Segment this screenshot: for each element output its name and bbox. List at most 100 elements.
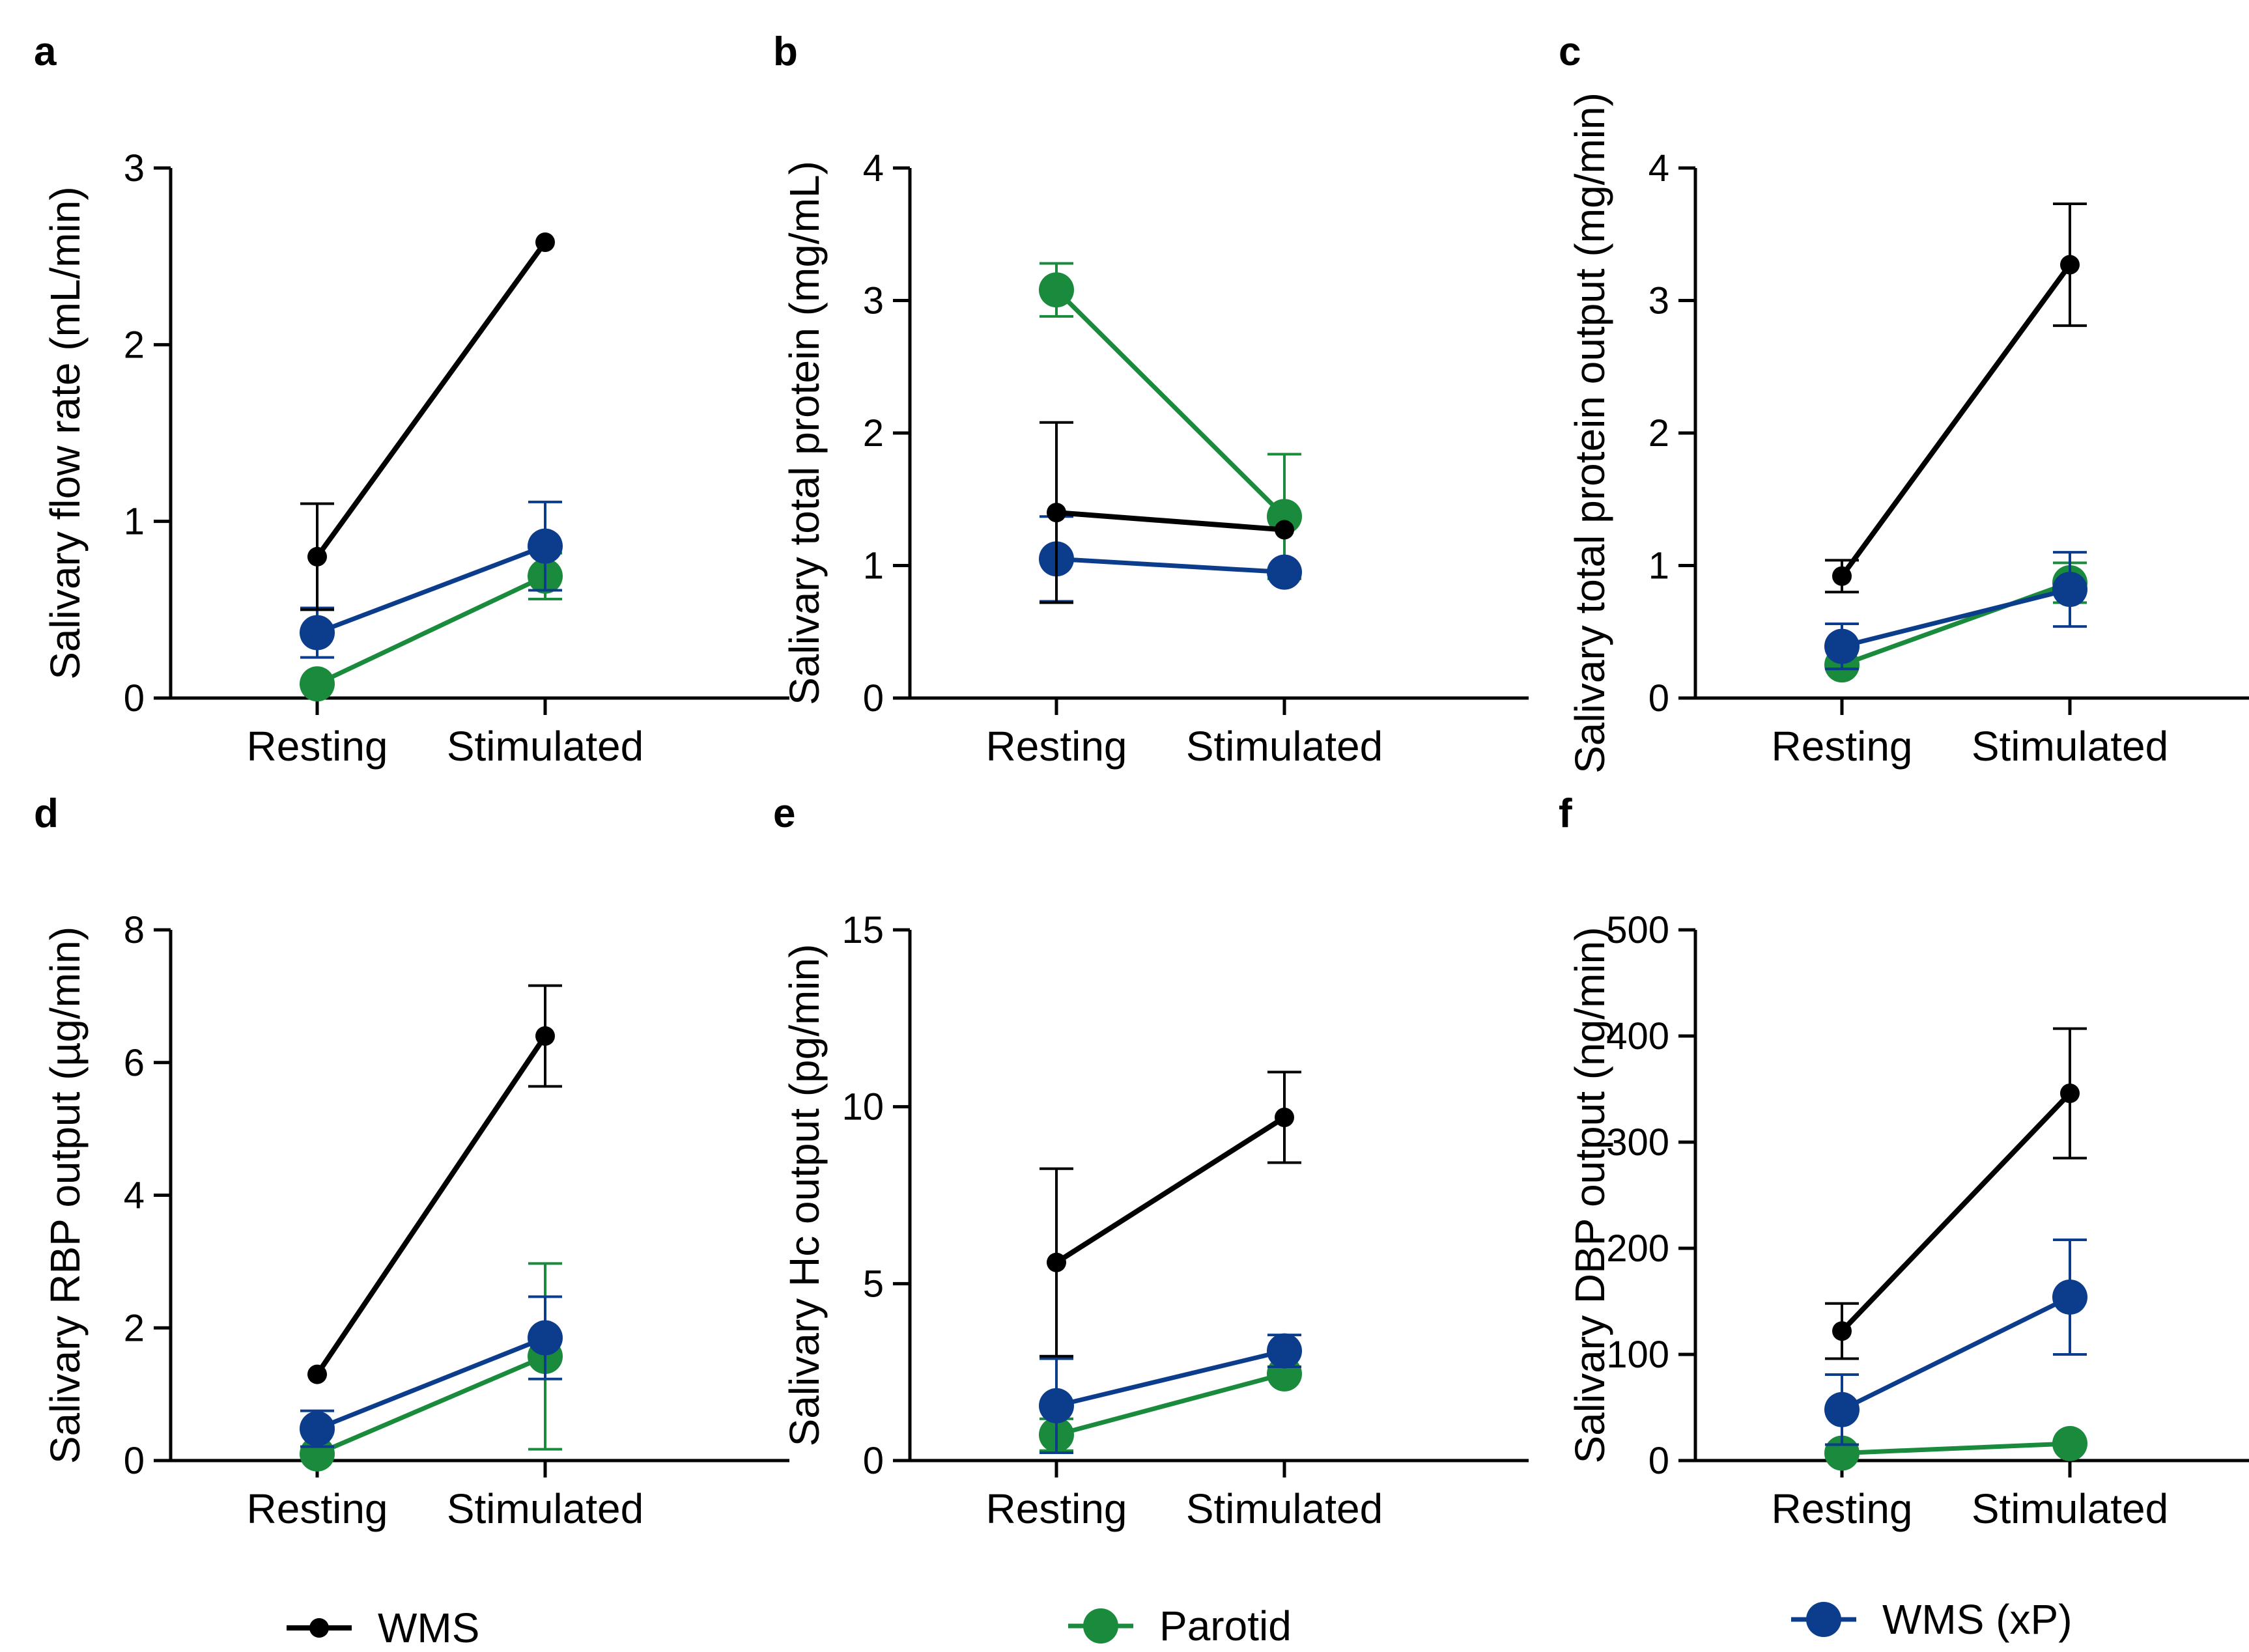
y-tick-label: 15 bbox=[842, 909, 884, 951]
y-tick-label: 0 bbox=[1648, 677, 1669, 720]
y-axis-title: Salivary Hc output (pg/min) bbox=[781, 944, 828, 1447]
series-parotid bbox=[1039, 262, 1302, 580]
data-point-resting bbox=[1832, 1321, 1852, 1341]
x-tick-label-stimulated: Stimulated bbox=[447, 1485, 644, 1532]
data-point-stimulated bbox=[1275, 1107, 1294, 1127]
series-parotid bbox=[300, 1262, 563, 1472]
series-wms bbox=[1825, 202, 2087, 594]
y-tick-label: 1 bbox=[1648, 545, 1669, 587]
y-tick-label: 4 bbox=[1648, 147, 1669, 189]
series-wms bbox=[1825, 1027, 2087, 1360]
data-point-stimulated bbox=[528, 1320, 563, 1356]
y-axis-title: Salivary total protein output (mg/min) bbox=[1566, 92, 1613, 774]
y-tick-label: 8 bbox=[124, 909, 145, 951]
panel-letter-a: a bbox=[34, 29, 57, 74]
data-point-resting bbox=[1047, 1252, 1066, 1272]
data-point-stimulated bbox=[528, 528, 563, 564]
data-point-stimulated bbox=[1267, 554, 1302, 590]
series-wms-xp bbox=[1039, 1333, 1302, 1455]
series-wms-xp bbox=[1824, 1238, 2087, 1446]
y-tick-label: 5 bbox=[863, 1263, 884, 1305]
y-axis-title: Salivary flow rate (mL/min) bbox=[42, 186, 89, 680]
data-point-stimulated bbox=[1267, 499, 1302, 535]
x-tick-label-stimulated: Stimulated bbox=[1186, 1485, 1383, 1532]
series-line bbox=[1840, 1091, 2072, 1333]
panel-letter-e: e bbox=[773, 791, 795, 836]
series-line bbox=[1839, 263, 2072, 578]
x-tick-label-resting: Resting bbox=[986, 723, 1127, 770]
series-line bbox=[1841, 1441, 2071, 1456]
data-point-stimulated bbox=[2052, 572, 2087, 608]
y-tick-label: 200 bbox=[1606, 1227, 1669, 1270]
data-point-resting bbox=[307, 546, 327, 567]
data-point-resting bbox=[300, 1436, 335, 1472]
data-point-resting bbox=[1824, 628, 1860, 664]
legend-marker bbox=[1806, 1602, 1841, 1637]
series-line bbox=[316, 1354, 546, 1457]
y-tick-label: 400 bbox=[1606, 1015, 1669, 1057]
series-wms bbox=[300, 232, 555, 611]
y-axis-title: Salivary total protein (mg/mL) bbox=[781, 161, 828, 705]
y-tick-label: 300 bbox=[1606, 1121, 1669, 1164]
x-tick-label-resting: Resting bbox=[247, 723, 388, 770]
legend: WMS Parotid WMS (xP) bbox=[287, 1596, 2072, 1651]
panel-c: c 0 1 2 3 4 Resting Stimulated Salivary total pr… bbox=[1559, 29, 2249, 774]
data-point-resting bbox=[1824, 1392, 1860, 1427]
series-line bbox=[316, 1336, 546, 1431]
data-point-stimulated bbox=[1267, 1333, 1302, 1369]
panel-a: a 0 1 2 3 Resting Stimulated Salivary flow rate… bbox=[34, 29, 789, 770]
panel-letter-d: d bbox=[34, 791, 59, 836]
series-line bbox=[316, 574, 546, 686]
series-line bbox=[1056, 556, 1285, 575]
panel-d: d 0 2 4 6 8 Resting Stimulated Salivary RBP outp… bbox=[34, 791, 789, 1532]
panel-b: b 0 1 2 3 4 Resting Stimulated Salivary total pr… bbox=[773, 29, 1529, 770]
data-point-resting bbox=[1039, 272, 1074, 308]
y-axis-title: Salivary RBP output (µg/min) bbox=[42, 927, 89, 1464]
panel-letter-b: b bbox=[773, 29, 798, 74]
series-line bbox=[1054, 1115, 1286, 1265]
data-point-stimulated bbox=[1275, 520, 1294, 540]
series-wms-xp bbox=[300, 1295, 563, 1448]
series-wms bbox=[307, 984, 562, 1384]
series-line bbox=[1056, 1371, 1285, 1437]
data-point-resting bbox=[307, 1364, 327, 1384]
series-line bbox=[315, 1034, 548, 1376]
series-parotid bbox=[1039, 1356, 1302, 1453]
legend-item-wms-xp: WMS (xP) bbox=[1791, 1596, 2072, 1643]
y-tick-label: 2 bbox=[124, 1307, 145, 1349]
y-tick-label: 0 bbox=[1648, 1440, 1669, 1482]
y-tick-label: 1 bbox=[124, 501, 145, 543]
series-wms-xp bbox=[1824, 551, 2087, 671]
y-tick-label: 0 bbox=[124, 1440, 145, 1482]
series-line bbox=[1056, 510, 1285, 533]
legend-label: WMS (xP) bbox=[1882, 1596, 2072, 1643]
y-tick-label: 0 bbox=[124, 677, 145, 720]
legend-label: WMS bbox=[378, 1604, 479, 1651]
x-tick-label-stimulated: Stimulated bbox=[1972, 1485, 2168, 1532]
data-point-stimulated bbox=[2052, 1279, 2087, 1315]
series-line bbox=[1841, 587, 2071, 649]
panel-letter-f: f bbox=[1559, 791, 1572, 836]
y-tick-label: 1 bbox=[863, 545, 884, 587]
y-tick-label: 2 bbox=[124, 324, 145, 366]
legend-marker bbox=[309, 1618, 329, 1638]
series-line bbox=[1056, 1349, 1285, 1408]
data-point-resting bbox=[300, 666, 335, 702]
y-tick-label: 100 bbox=[1606, 1334, 1669, 1376]
series-wms-xp bbox=[300, 500, 563, 659]
x-tick-label-resting: Resting bbox=[247, 1485, 388, 1532]
y-tick-label: 500 bbox=[1606, 909, 1669, 951]
series-line bbox=[1054, 288, 1286, 518]
legend-item-parotid: Parotid bbox=[1068, 1603, 1292, 1649]
y-tick-label: 4 bbox=[863, 147, 884, 189]
data-point-resting bbox=[1047, 503, 1066, 523]
y-axis-title: Salivary DBP output (ng/min) bbox=[1566, 927, 1613, 1463]
series-parotid bbox=[1824, 1425, 2087, 1471]
data-point-stimulated bbox=[2060, 1084, 2080, 1104]
series-wms bbox=[1040, 421, 1294, 604]
x-tick-label-resting: Resting bbox=[1772, 1485, 1913, 1532]
y-tick-label: 3 bbox=[863, 280, 884, 322]
data-point-stimulated bbox=[2060, 255, 2080, 275]
panel-f: f 0 100 200 300 400 500 Resting Stimulated Saliva… bbox=[1559, 791, 2249, 1532]
series-wms bbox=[1040, 1071, 1301, 1358]
